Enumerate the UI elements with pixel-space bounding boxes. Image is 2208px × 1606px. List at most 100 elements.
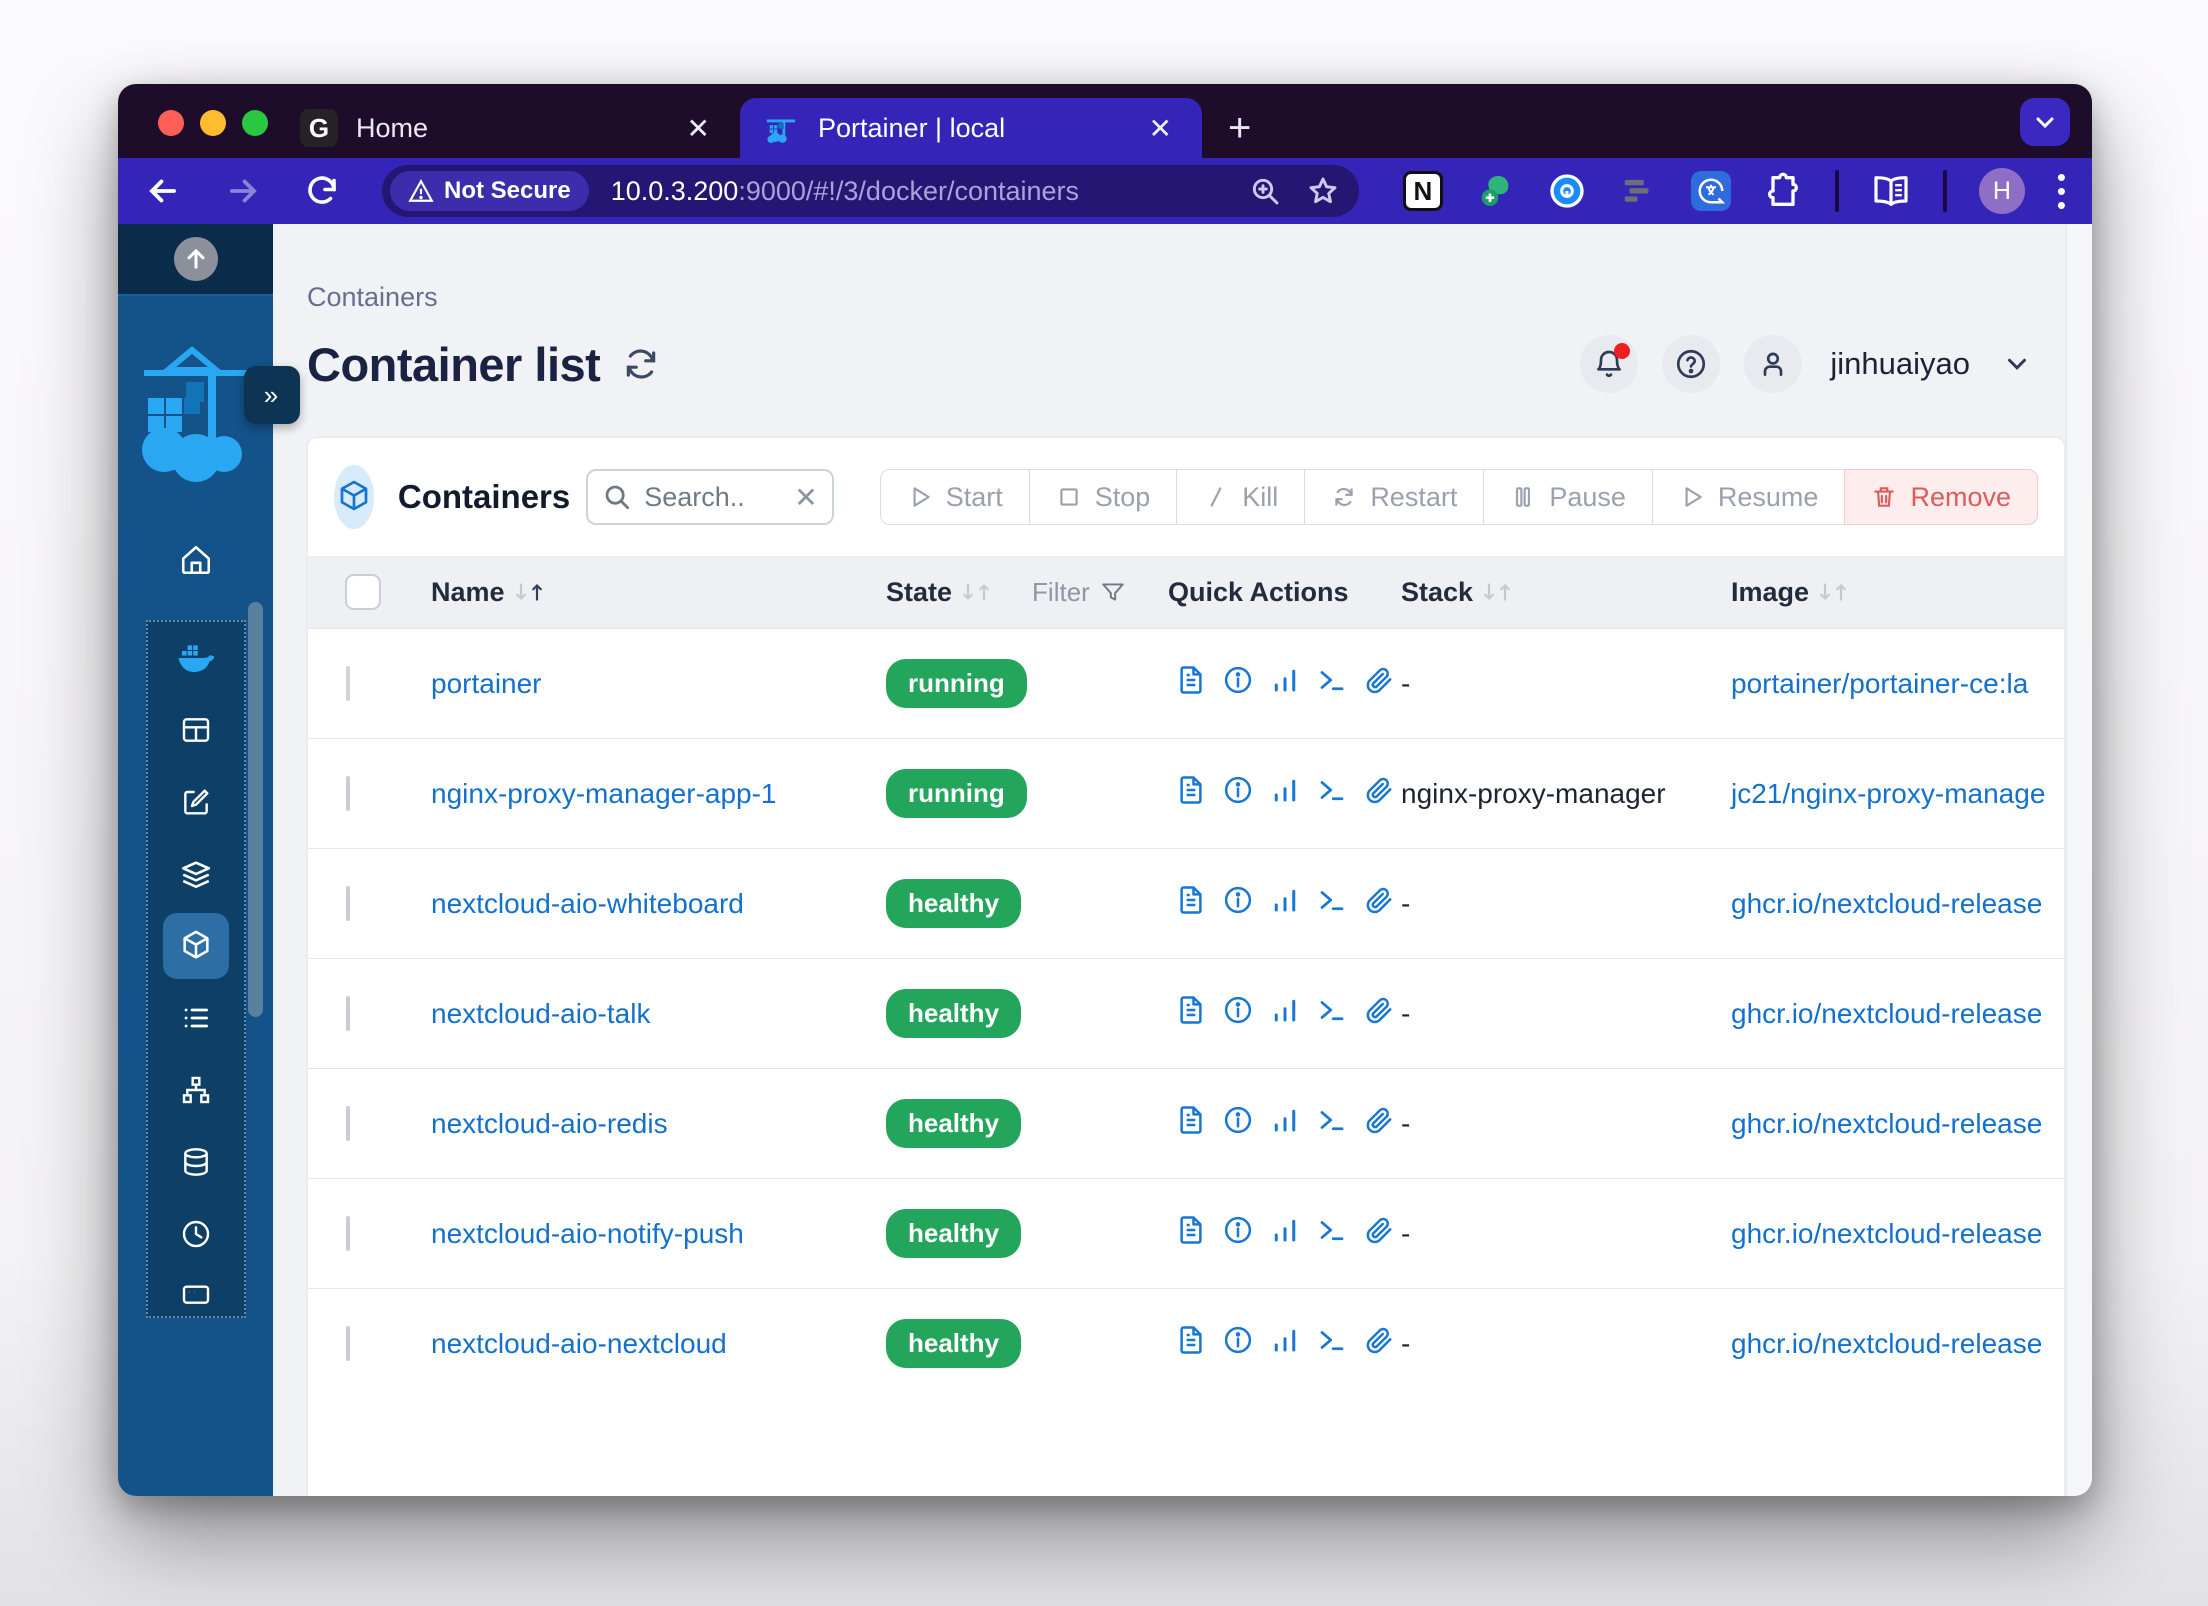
sidebar-item-app-templates[interactable]: [148, 766, 244, 838]
container-name-link[interactable]: portainer: [431, 667, 542, 699]
minimize-window-button[interactable]: [200, 110, 226, 136]
row-checkbox[interactable]: [346, 1105, 350, 1141]
zoom-window-button[interactable]: [242, 110, 268, 136]
sidebar-scrollbar[interactable]: [248, 602, 263, 1017]
clear-search-icon[interactable]: ✕: [794, 481, 818, 513]
container-name-link[interactable]: nextcloud-aio-nextcloud: [431, 1327, 727, 1359]
sidebar-item-host[interactable]: [148, 1270, 244, 1316]
forward-icon[interactable]: [224, 172, 262, 210]
logs-icon[interactable]: [1176, 775, 1206, 812]
row-checkbox[interactable]: [346, 995, 350, 1031]
inspect-icon[interactable]: [1223, 1105, 1253, 1142]
stats-icon[interactable]: [1270, 665, 1300, 702]
up-arrow-icon[interactable]: [173, 237, 218, 281]
console-icon[interactable]: [1317, 995, 1347, 1032]
bookmark-star-icon[interactable]: [1307, 175, 1339, 207]
inspect-icon[interactable]: [1223, 665, 1253, 702]
column-header-stack[interactable]: Stack: [1393, 577, 1723, 608]
refresh-icon[interactable]: [622, 345, 660, 383]
search-input[interactable]: [644, 481, 795, 513]
stats-icon[interactable]: [1270, 885, 1300, 922]
close-window-button[interactable]: [158, 110, 184, 136]
sidebar-item-containers[interactable]: [162, 913, 229, 979]
stats-icon[interactable]: [1270, 1325, 1300, 1362]
restart-button[interactable]: Restart: [1304, 469, 1485, 525]
browser-menu-icon[interactable]: • • •: [2056, 161, 2066, 221]
stats-icon[interactable]: [1270, 1215, 1300, 1252]
row-checkbox[interactable]: [346, 885, 350, 921]
logs-icon[interactable]: [1176, 1215, 1206, 1252]
container-name-link[interactable]: nextcloud-aio-talk: [431, 997, 651, 1029]
breadcrumb[interactable]: Containers: [307, 282, 438, 312]
stats-icon[interactable]: [1270, 775, 1300, 812]
sidebar-item-images[interactable]: [148, 982, 244, 1054]
sidebar-collapse-button[interactable]: »: [244, 366, 300, 424]
sidebar-item-networks[interactable]: [148, 1054, 244, 1126]
not-secure-badge[interactable]: Not Secure: [390, 171, 589, 211]
attach-icon[interactable]: [1364, 1105, 1394, 1142]
inspect-icon[interactable]: [1223, 1215, 1253, 1252]
console-icon[interactable]: [1317, 885, 1347, 922]
resume-button[interactable]: Resume: [1651, 469, 1846, 525]
state-filter-button[interactable]: Filter: [1032, 577, 1126, 608]
zoom-page-icon[interactable]: [1249, 175, 1281, 207]
attach-icon[interactable]: [1364, 885, 1394, 922]
tab-portainer[interactable]: Portainer | local ✕: [740, 98, 1202, 158]
console-icon[interactable]: [1317, 665, 1347, 702]
sidebar-item-dashboard[interactable]: [148, 694, 244, 766]
tab-home[interactable]: G Home ✕: [278, 98, 740, 158]
console-icon[interactable]: [1317, 1325, 1347, 1362]
select-all-checkbox[interactable]: [345, 574, 381, 610]
row-checkbox[interactable]: [346, 1215, 350, 1251]
attach-icon[interactable]: [1364, 1215, 1394, 1252]
address-bar[interactable]: Not Secure 10.0.3.200:9000/#!/3/docker/c…: [382, 165, 1359, 217]
close-tab-icon[interactable]: ✕: [1148, 112, 1172, 144]
list-bars-extension-icon[interactable]: [1619, 171, 1659, 211]
extensions-puzzle-icon[interactable]: [1763, 171, 1803, 211]
row-checkbox[interactable]: [346, 775, 350, 811]
console-icon[interactable]: [1317, 1105, 1347, 1142]
image-link[interactable]: ghcr.io/nextcloud-release: [1731, 887, 2043, 919]
image-link[interactable]: ghcr.io/nextcloud-release: [1731, 997, 2043, 1029]
inspect-icon[interactable]: [1223, 885, 1253, 922]
container-name-link[interactable]: nginx-proxy-manager-app-1: [431, 777, 777, 809]
image-link[interactable]: jc21/nginx-proxy-manage: [1731, 777, 2046, 809]
page-scrollbar[interactable]: [2066, 224, 2092, 1496]
container-name-link[interactable]: nextcloud-aio-whiteboard: [431, 887, 744, 919]
sidebar-item-stacks[interactable]: [148, 838, 244, 910]
row-checkbox[interactable]: [346, 665, 350, 701]
image-link[interactable]: ghcr.io/nextcloud-release: [1731, 1107, 2043, 1139]
console-icon[interactable]: [1317, 775, 1347, 812]
attach-icon[interactable]: [1364, 665, 1394, 702]
stats-icon[interactable]: [1270, 995, 1300, 1032]
image-link[interactable]: ghcr.io/nextcloud-release: [1731, 1327, 2043, 1359]
column-header-state[interactable]: State: [886, 577, 992, 608]
help-button[interactable]: [1662, 335, 1721, 393]
image-link[interactable]: portainer/portainer-ce:la: [1731, 667, 2029, 699]
container-name-link[interactable]: nextcloud-aio-notify-push: [431, 1217, 744, 1249]
attach-icon[interactable]: [1364, 995, 1394, 1032]
logs-icon[interactable]: [1176, 665, 1206, 702]
translate-extension-icon[interactable]: [1690, 171, 1731, 211]
notifications-button[interactable]: [1580, 335, 1639, 393]
inspect-icon[interactable]: [1223, 1325, 1253, 1362]
logs-icon[interactable]: [1176, 885, 1206, 922]
search-box[interactable]: ✕: [586, 469, 834, 525]
kill-button[interactable]: Kill: [1176, 469, 1306, 525]
close-tab-icon[interactable]: ✕: [686, 112, 710, 144]
attach-icon[interactable]: [1364, 1325, 1394, 1362]
column-header-image[interactable]: Image: [1723, 577, 2064, 608]
onepassword-extension-icon[interactable]: [1547, 171, 1587, 211]
back-icon[interactable]: [144, 172, 182, 210]
column-header-name[interactable]: Name: [408, 577, 878, 608]
image-link[interactable]: ghcr.io/nextcloud-release: [1731, 1217, 2043, 1249]
container-name-link[interactable]: nextcloud-aio-redis: [431, 1107, 668, 1139]
stop-button[interactable]: Stop: [1028, 469, 1178, 525]
inspect-icon[interactable]: [1223, 775, 1253, 812]
notion-extension-icon[interactable]: N: [1402, 171, 1443, 211]
browser-profile-avatar[interactable]: H: [1978, 168, 2025, 214]
logs-icon[interactable]: [1176, 995, 1206, 1032]
row-checkbox[interactable]: [346, 1325, 350, 1361]
green-add-extension-icon[interactable]: [1475, 171, 1515, 211]
stats-icon[interactable]: [1270, 1105, 1300, 1142]
